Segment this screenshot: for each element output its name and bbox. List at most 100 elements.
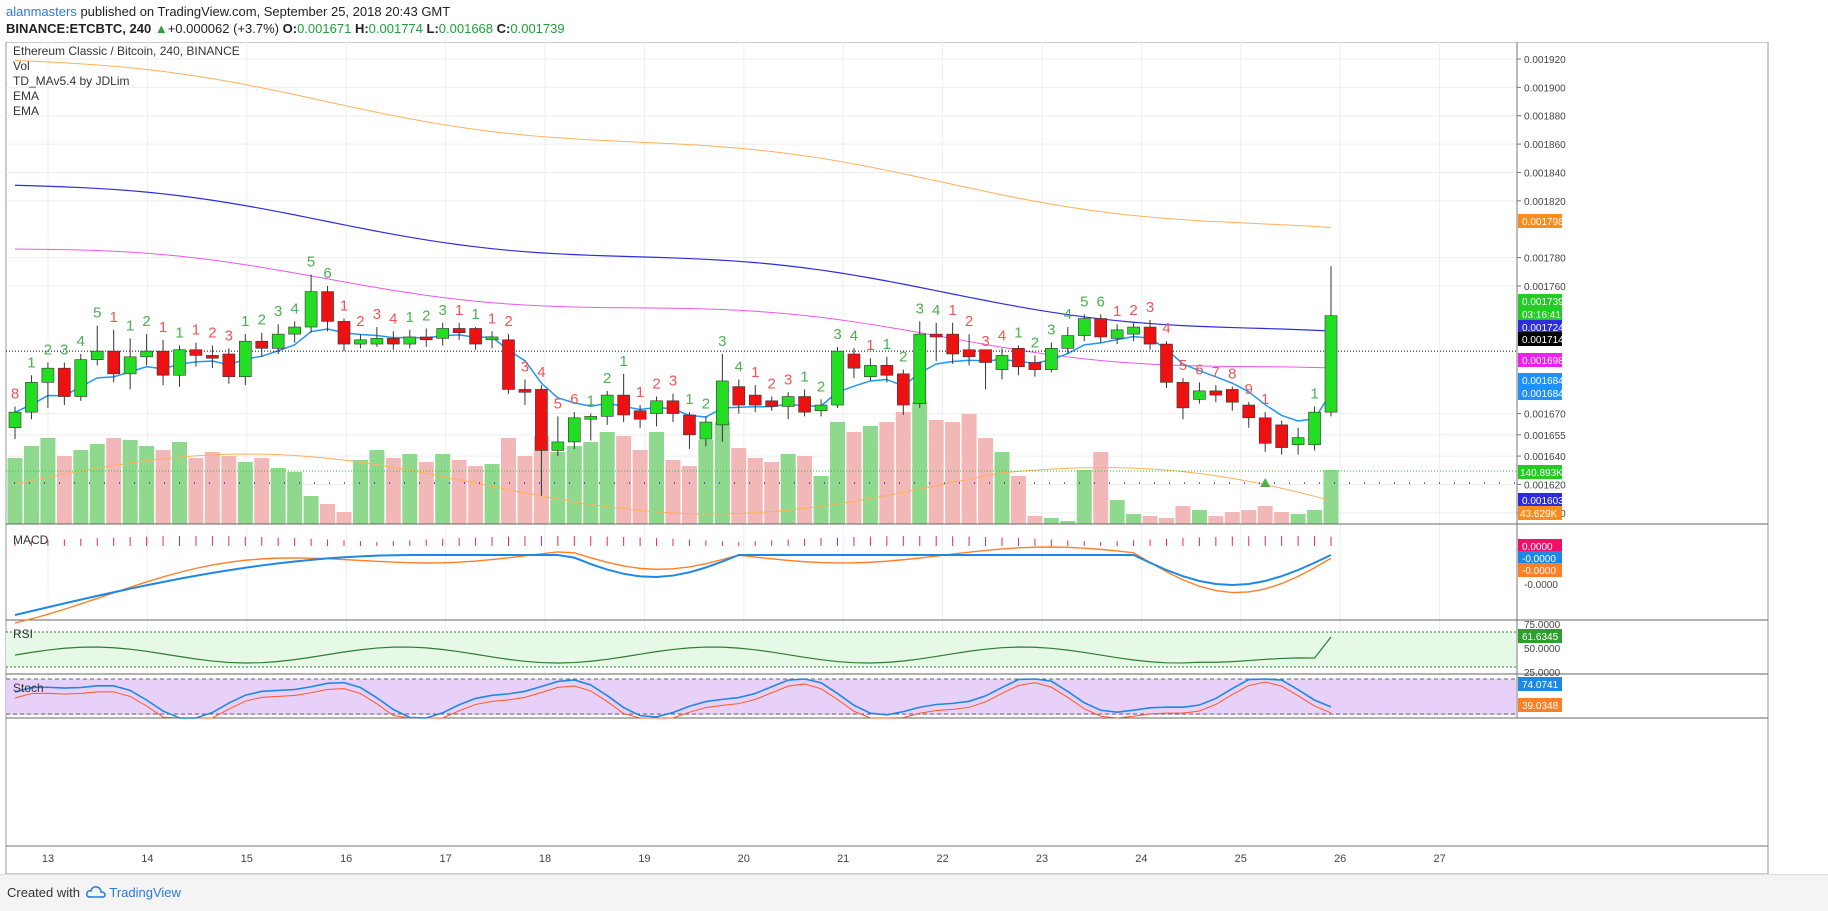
- candle-up: [370, 338, 384, 345]
- legend-item[interactable]: Vol: [13, 59, 30, 73]
- y-tick-label: 0.001820: [1524, 197, 1566, 208]
- td-count-label: 2: [422, 307, 430, 324]
- ma-pink-line: [14, 248, 1332, 369]
- td-count-label: 1: [948, 302, 956, 319]
- y-tick-label: 0.001900: [1524, 83, 1566, 94]
- volume-bar: [895, 412, 911, 524]
- candle-down: [633, 410, 647, 420]
- candle: [1209, 385, 1223, 403]
- volume-bar: [978, 438, 994, 524]
- price-axis[interactable]: 0.001920 0.001900 0.001880 0.001860 0.001840…: [1516, 42, 1566, 718]
- candle: [683, 412, 696, 450]
- x-tick-label: 19: [638, 853, 650, 865]
- candle-down: [1209, 390, 1223, 396]
- candle: [1028, 355, 1042, 377]
- candle-up: [995, 355, 1009, 370]
- candle: [90, 325, 104, 366]
- td-count-label: 7: [1212, 364, 1220, 381]
- candle: [1127, 322, 1140, 342]
- open-value: 0.001671: [297, 21, 352, 36]
- td-count-label: 9: [1245, 381, 1253, 398]
- macd-value: 0.0000: [1522, 542, 1553, 553]
- volume-bar: [468, 466, 484, 524]
- candle: [140, 334, 153, 366]
- candle: [781, 392, 795, 420]
- candle-up: [25, 382, 38, 413]
- td-count-label: 1: [866, 337, 874, 354]
- volume-bar: [747, 458, 763, 524]
- td-count-label: 1: [587, 393, 595, 410]
- candle-up: [781, 396, 795, 407]
- candle: [419, 328, 433, 347]
- price-label-box: [1518, 214, 1562, 228]
- td-count-label: 8: [11, 385, 19, 402]
- legend-item[interactable]: EMA: [13, 104, 39, 118]
- volume-bar: [1307, 510, 1323, 524]
- candle-down: [1094, 318, 1107, 338]
- rsi-tick: 75.0000: [1524, 620, 1561, 631]
- td-count-label: 1: [685, 391, 693, 408]
- legend-item[interactable]: Ethereum Classic / Bitcoin, 240, BINANCE: [13, 44, 240, 58]
- candle: [1324, 266, 1338, 417]
- volume-bar: [879, 422, 895, 524]
- td-count-label: 3: [833, 326, 841, 343]
- candle-down: [189, 349, 203, 356]
- td-count-label: 6: [1195, 361, 1203, 378]
- macd-value: -0.0000: [1522, 566, 1556, 577]
- ema-blue-line: [14, 184, 1332, 332]
- legend-item[interactable]: TD_MAv5.4 by JDLim: [13, 74, 129, 88]
- td-count-label: 3: [274, 303, 282, 320]
- candle: [1291, 427, 1305, 455]
- candles: [8, 266, 1338, 496]
- td-count-label: 5: [1179, 357, 1187, 374]
- candle-up: [716, 380, 729, 426]
- candle-up: [584, 416, 598, 420]
- candle: [1160, 341, 1173, 389]
- candle-up: [1291, 437, 1305, 446]
- volume-bar: [1208, 516, 1224, 524]
- td-count-label: 1: [126, 317, 134, 334]
- candle: [847, 348, 861, 379]
- x-tick-label: 26: [1334, 853, 1346, 865]
- td-count-label: 3: [981, 333, 989, 350]
- candle: [1094, 314, 1107, 343]
- x-tick-label: 15: [241, 853, 253, 865]
- up-arrow-icon: ▲: [154, 21, 168, 36]
- symbol-label: BINANCE:ETCBTC, 240: [6, 21, 152, 36]
- price-label-box: [1518, 320, 1562, 334]
- macd-line: [14, 554, 1332, 616]
- candle: [1143, 319, 1157, 350]
- pane-label[interactable]: RSI: [13, 627, 33, 641]
- volume-bar: [1076, 470, 1092, 524]
- price-label: 03:16:41: [1522, 310, 1561, 321]
- ohlc-line: BINANCE:ETCBTC, 240 ▲+0.000062 (+3.7%) O…: [6, 20, 565, 37]
- td-count-label: 3: [439, 302, 447, 319]
- stoch-value: 39.0348: [1522, 701, 1559, 712]
- candle-down: [880, 365, 894, 376]
- time-axis[interactable]: 13 14 15 16 17 18 19 20 21 22 23 24 25 26 27: [6, 845, 1768, 865]
- td-count-label: 4: [1162, 320, 1170, 337]
- pane-label[interactable]: MACD: [13, 533, 49, 547]
- author-link[interactable]: alanmasters: [6, 4, 77, 19]
- legend-item[interactable]: EMA: [13, 89, 39, 103]
- pane-label[interactable]: Stoch: [13, 681, 44, 695]
- tradingview-logo-link[interactable]: TradingView: [86, 885, 181, 900]
- candle-up: [831, 350, 844, 406]
- candle: [271, 324, 285, 354]
- td-count-label: 2: [965, 313, 973, 330]
- price-label-box: [1518, 373, 1562, 387]
- stoch-d-line: [14, 681, 1332, 719]
- y-tick-label: 0.001640: [1524, 452, 1566, 463]
- td-count-label: 1: [1014, 324, 1022, 341]
- x-tick-label: 21: [837, 853, 849, 865]
- candle-down: [1258, 417, 1272, 444]
- candle: [1258, 412, 1272, 452]
- candle: [387, 331, 400, 350]
- volume-bar: [139, 446, 155, 524]
- volume-bar: [599, 432, 615, 524]
- candle: [156, 339, 170, 386]
- candle-up: [1324, 315, 1338, 413]
- candle: [354, 334, 367, 349]
- tradingview-brand: TradingView: [109, 885, 181, 900]
